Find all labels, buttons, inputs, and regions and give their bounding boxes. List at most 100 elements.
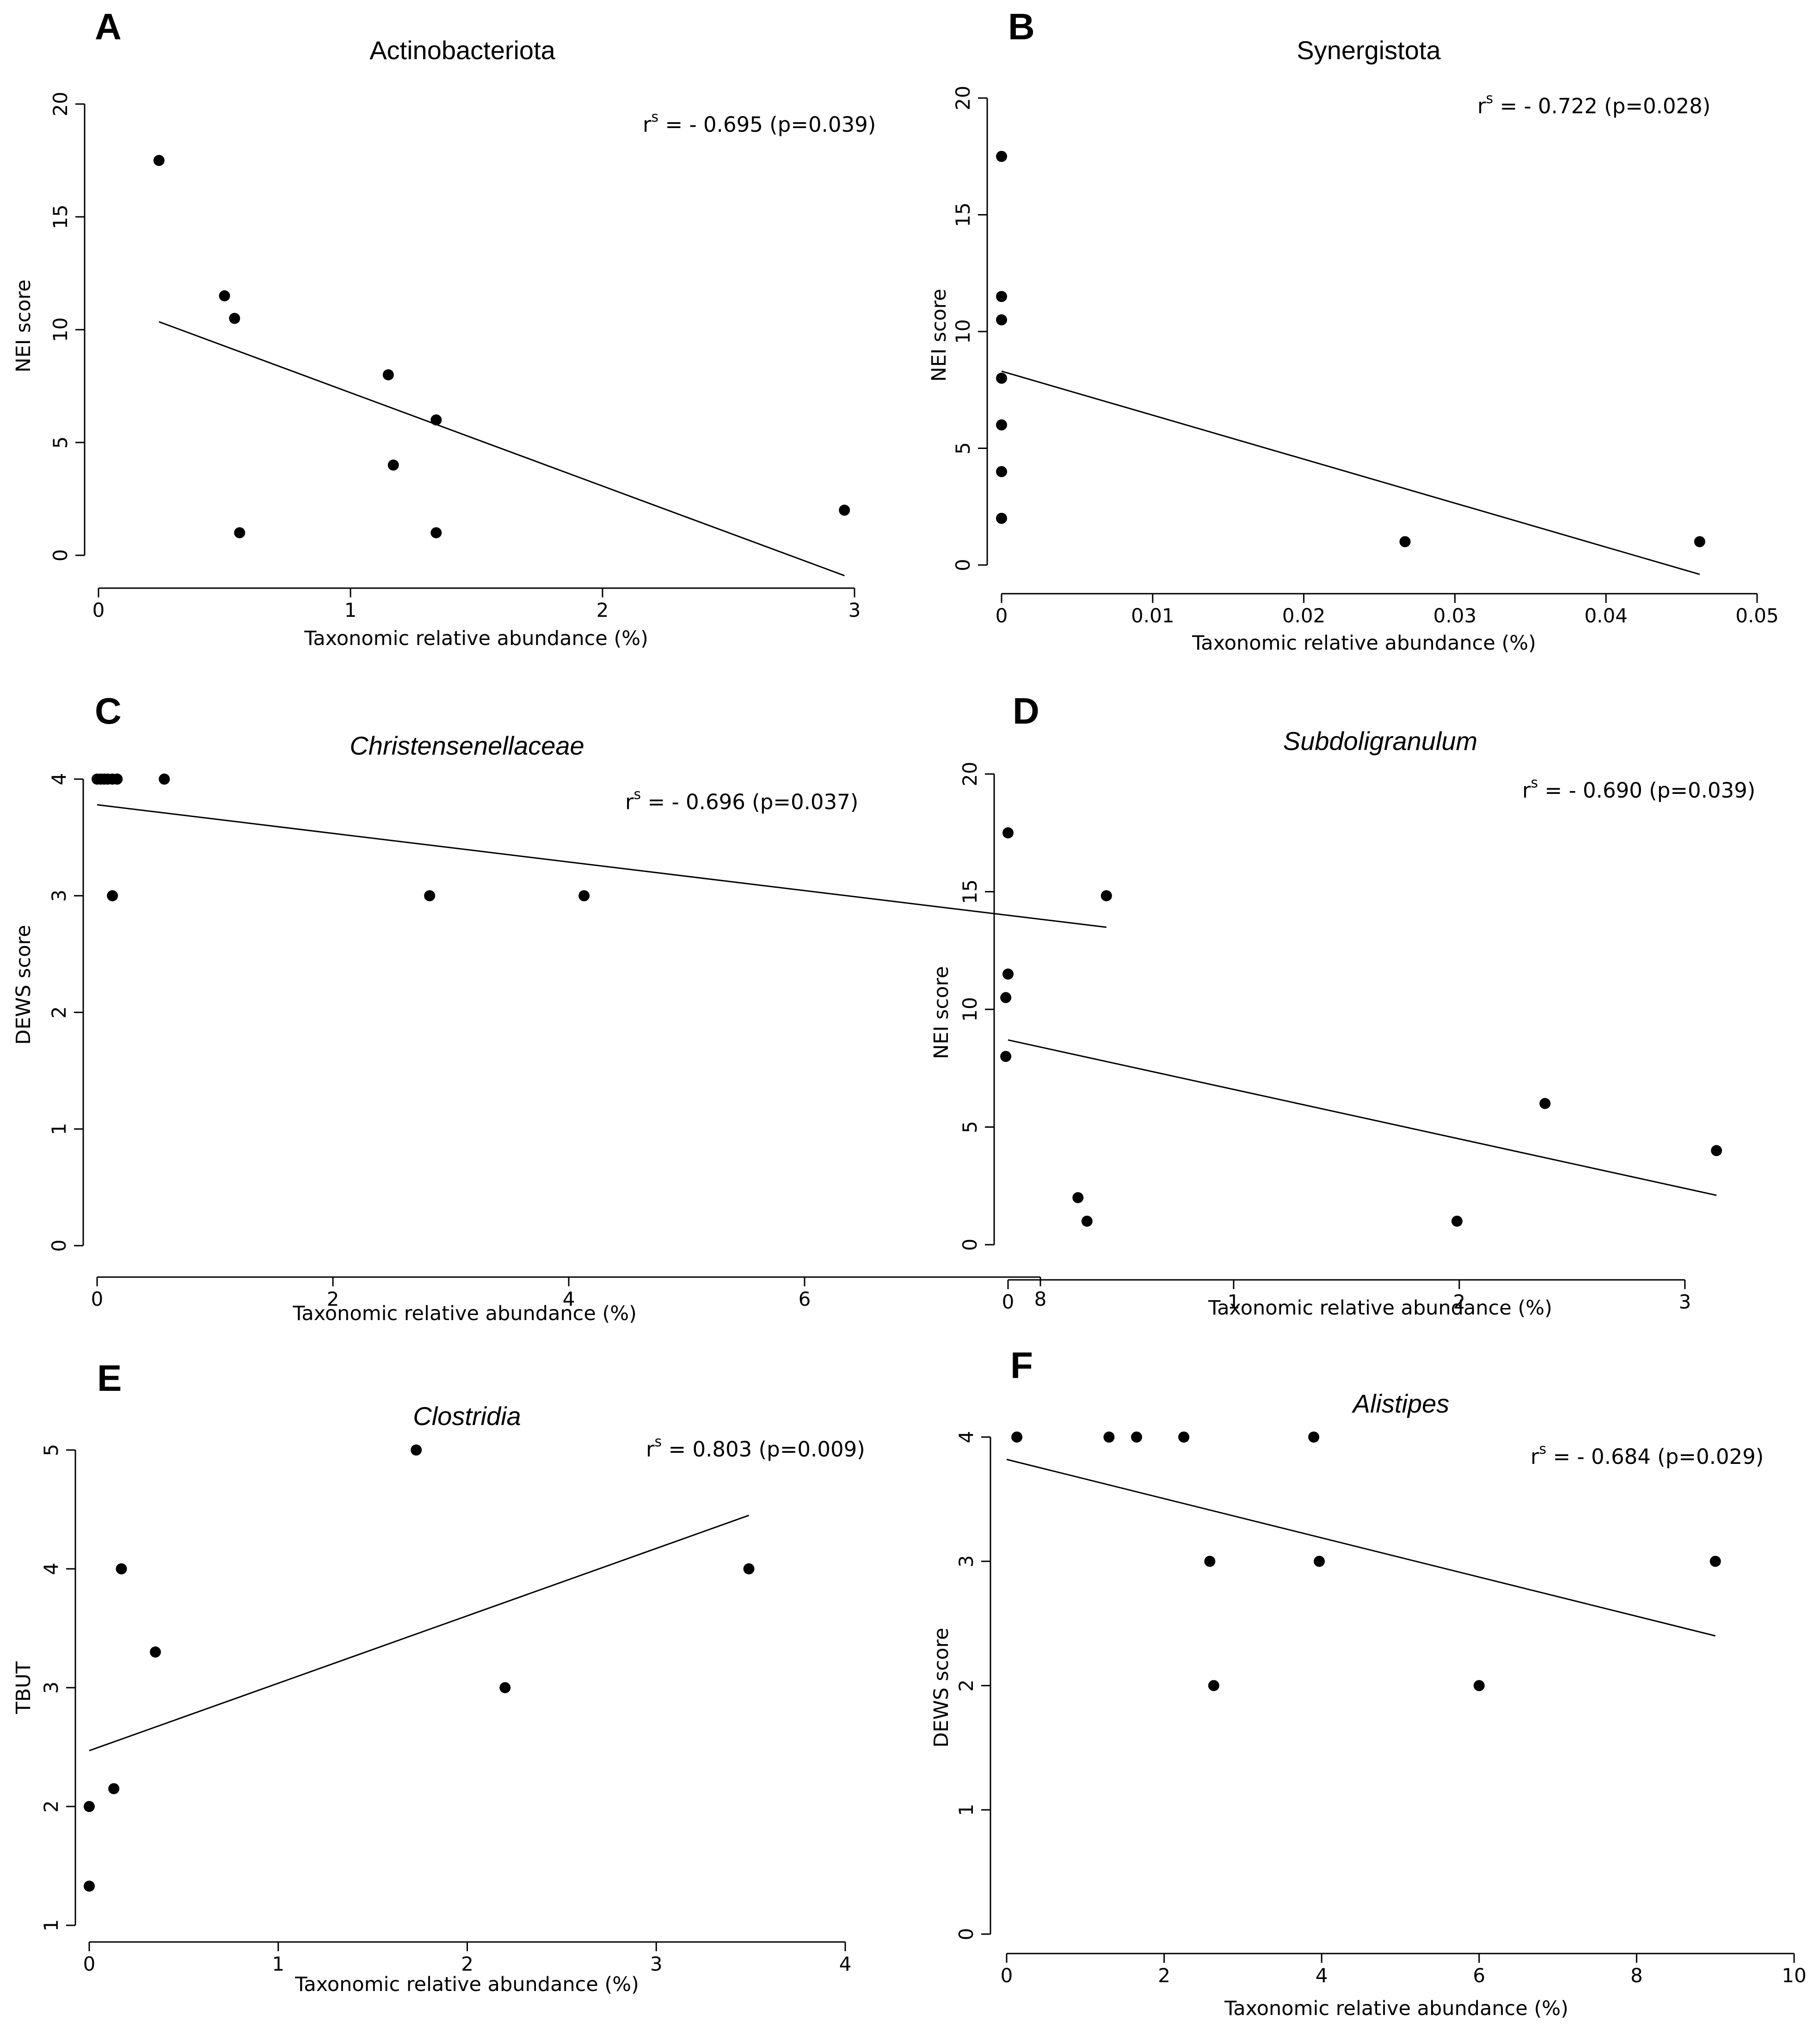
stat-value: = 0.803 (p=0.009) <box>662 1437 865 1462</box>
regression-line <box>1008 1039 1717 1196</box>
x-tick-label: 2 <box>327 1288 339 1310</box>
x-tick-label: 2 <box>461 1953 473 1975</box>
stat-prefix: r <box>1531 1444 1539 1469</box>
x-axis-label: Taxonomic relative abundance (%) <box>1208 1297 1552 1320</box>
y-axis-label: NEI score <box>928 289 951 381</box>
x-tick-label: 6 <box>1473 1964 1485 1987</box>
x-axis-label: Taxonomic relative abundance (%) <box>1192 632 1536 655</box>
panel-c: C Christensenellaceae rs = - 0.696 (p=0.… <box>12 690 1112 1325</box>
panel-letter: A <box>95 6 122 47</box>
y-tick-label: 10 <box>49 317 72 342</box>
data-point <box>1002 968 1014 980</box>
stat-superscript: s <box>652 109 659 125</box>
x-tick-label: 1 <box>344 599 357 621</box>
y-tick-label: 2 <box>40 1800 62 1813</box>
y-axis-label: DEWS score <box>12 925 35 1045</box>
y-tick-label: 15 <box>959 879 981 904</box>
scatter-chart-a: 0 1 2 3 0 5 10 15 20 Taxonomic relative abundance… <box>12 92 861 650</box>
data-point <box>387 459 399 471</box>
y-tick-label: 20 <box>49 92 72 116</box>
stat-value: = - 0.690 (p=0.039) <box>1538 778 1755 803</box>
panel-title: Alistipes <box>1352 1389 1450 1418</box>
x-tick-label: 4 <box>563 1288 575 1310</box>
x-axis-label: Taxonomic relative abundance (%) <box>295 1973 639 1996</box>
data-point <box>1308 1432 1320 1443</box>
x-tick-label: 8 <box>1630 1964 1643 1987</box>
data-point <box>743 1563 755 1574</box>
panel-title: Subdoligranulum <box>1283 726 1477 756</box>
data-point <box>1314 1555 1325 1567</box>
x-tick-label: 0 <box>83 1953 96 1975</box>
data-point <box>1208 1680 1219 1691</box>
y-tick-label: 3 <box>48 890 70 902</box>
stat-prefix: r <box>625 790 634 814</box>
spearman-annotation: rs = 0.803 (p=0.009) <box>646 1434 865 1462</box>
data-point <box>578 890 590 902</box>
y-axis-label: TBUT <box>12 1661 35 1714</box>
stat-value: = - 0.695 (p=0.039) <box>658 112 876 137</box>
data-point <box>159 774 170 785</box>
x-tick-label: 6 <box>799 1288 811 1310</box>
y-tick-label: 1 <box>955 1804 978 1816</box>
y-tick-label: 5 <box>40 1444 62 1456</box>
scatter-chart-d: 0 1 2 3 0 5 10 15 20 Taxonomic relative abundance… <box>930 762 1722 1320</box>
y-tick-label: 5 <box>49 436 72 449</box>
stat-superscript: s <box>634 787 641 803</box>
data-point <box>1011 1432 1023 1443</box>
y-tick-label: 3 <box>955 1555 978 1567</box>
x-tick-label: 10 <box>1782 1964 1806 1987</box>
data-point <box>430 414 442 426</box>
panel-a: A Actinobacteriota rs = - 0.695 (p=0.039… <box>12 6 876 650</box>
data-point <box>1178 1432 1190 1443</box>
data-point <box>116 1563 127 1574</box>
panel-e: E Clostridia rs = 0.803 (p=0.009) 0 1 2 3 4 1… <box>12 1358 865 1996</box>
regression-line <box>1001 370 1700 575</box>
data-point <box>1072 1192 1084 1204</box>
x-tick-label: 1 <box>272 1953 284 1975</box>
y-tick-label: 5 <box>952 442 974 455</box>
data-point <box>108 1783 120 1794</box>
data-point <box>996 513 1007 524</box>
y-tick-label: 20 <box>952 86 974 110</box>
y-axis-label: NEI score <box>12 279 35 372</box>
y-tick-label: 0 <box>959 1239 981 1251</box>
panel-letter: F <box>1010 1345 1033 1386</box>
data-point <box>1081 1216 1093 1227</box>
x-tick-label: 8 <box>1034 1288 1047 1310</box>
y-tick-label: 20 <box>959 762 981 786</box>
data-point <box>111 774 123 785</box>
y-tick-label: 4 <box>48 773 70 786</box>
x-tick-label: 3 <box>849 599 861 621</box>
x-tick-label: 3 <box>1679 1290 1691 1313</box>
x-tick-label: 0.02 <box>1282 604 1326 627</box>
spearman-annotation: rs = - 0.684 (p=0.029) <box>1531 1441 1764 1469</box>
x-tick-label: 0.04 <box>1584 604 1628 627</box>
panel-letter: C <box>95 690 122 731</box>
regression-line <box>159 321 845 577</box>
stat-prefix: r <box>646 1437 655 1462</box>
x-tick-label: 0 <box>92 599 105 621</box>
y-tick-label: 5 <box>959 1121 981 1133</box>
y-axis-label: NEI score <box>930 966 953 1059</box>
data-point <box>1539 1098 1551 1109</box>
data-point <box>996 291 1007 302</box>
panel-title: Synergistota <box>1297 36 1441 65</box>
data-point <box>1000 1051 1012 1062</box>
x-axis-label: Taxonomic relative abundance (%) <box>292 1302 637 1325</box>
data-point <box>1694 536 1705 547</box>
data-point <box>996 314 1007 326</box>
data-point <box>996 419 1007 430</box>
data-point <box>996 466 1007 477</box>
data-point <box>84 1801 95 1812</box>
y-tick-label: 0 <box>48 1240 70 1252</box>
spearman-annotation: rs = - 0.722 (p=0.028) <box>1477 91 1710 118</box>
stat-prefix: r <box>1477 94 1486 118</box>
data-point <box>1473 1680 1485 1691</box>
data-point <box>424 890 436 902</box>
y-axis-label: DEWS score <box>930 1628 953 1747</box>
x-tick-label: 0 <box>1002 1290 1015 1313</box>
data-point <box>996 373 1007 384</box>
x-tick-label: 0 <box>1001 1964 1013 1987</box>
x-tick-label: 2 <box>1453 1290 1466 1313</box>
data-point <box>996 151 1007 162</box>
